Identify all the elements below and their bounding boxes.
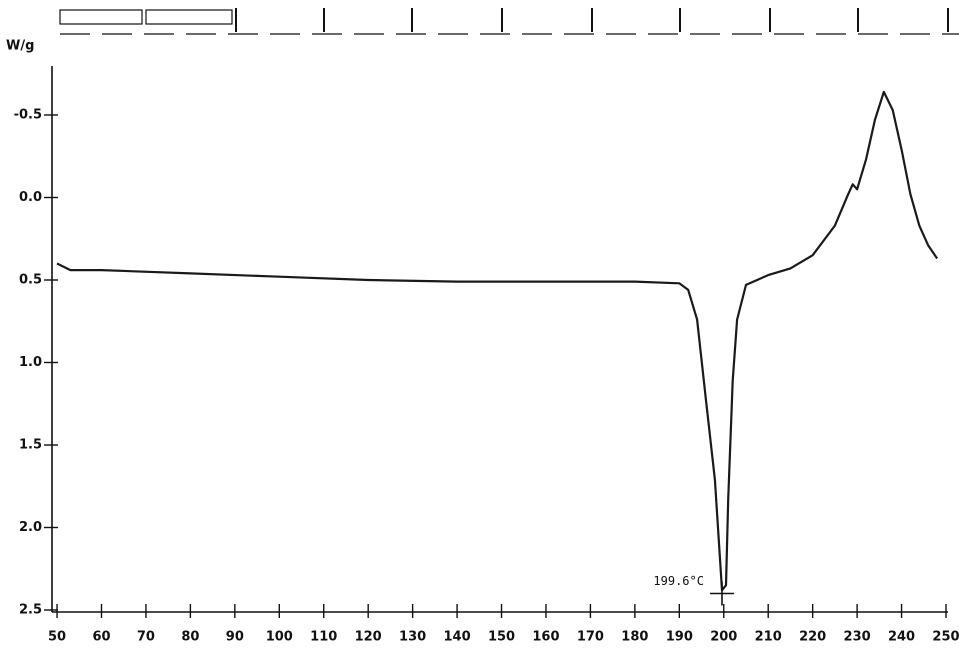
x-tick-label: 230 xyxy=(844,630,871,645)
x-tick-label: 80 xyxy=(181,630,199,645)
y-tick-label: 1.5 xyxy=(19,438,42,453)
x-tick-label: 120 xyxy=(355,630,382,645)
x-tick-label: 140 xyxy=(444,630,471,645)
y-axis-label: W/g xyxy=(6,39,34,54)
x-tick-label: 100 xyxy=(266,630,293,645)
x-tick-label: 170 xyxy=(577,630,604,645)
y-tick-label: 0.5 xyxy=(19,273,42,288)
x-tick-label: 70 xyxy=(137,630,155,645)
y-tick-label: -0.5 xyxy=(14,108,42,123)
y-tick-label: 2.0 xyxy=(19,520,42,535)
x-tick-label: 220 xyxy=(799,630,826,645)
x-tick-label: 240 xyxy=(888,630,915,645)
x-tick-label: 210 xyxy=(755,630,782,645)
x-tick-label: 190 xyxy=(666,630,693,645)
y-tick-label: 2.5 xyxy=(19,603,42,618)
x-tick-label: 160 xyxy=(532,630,559,645)
y-tick-label: 1.0 xyxy=(19,355,42,370)
x-tick-label: 130 xyxy=(399,630,426,645)
x-tick-label: 150 xyxy=(488,630,515,645)
y-tick-label: 0.0 xyxy=(19,190,42,205)
x-tick-label: 60 xyxy=(92,630,110,645)
annotation: 199.6°C xyxy=(653,574,704,588)
x-tick-label: 250 xyxy=(932,630,959,645)
x-tick-label: 180 xyxy=(621,630,648,645)
x-tick-label: 110 xyxy=(310,630,337,645)
data-line xyxy=(56,90,939,592)
top-strip xyxy=(59,8,959,35)
x-tick-label: 200 xyxy=(710,630,737,645)
x-tick-label: 50 xyxy=(48,630,66,645)
x-tick-label: 90 xyxy=(226,630,244,645)
